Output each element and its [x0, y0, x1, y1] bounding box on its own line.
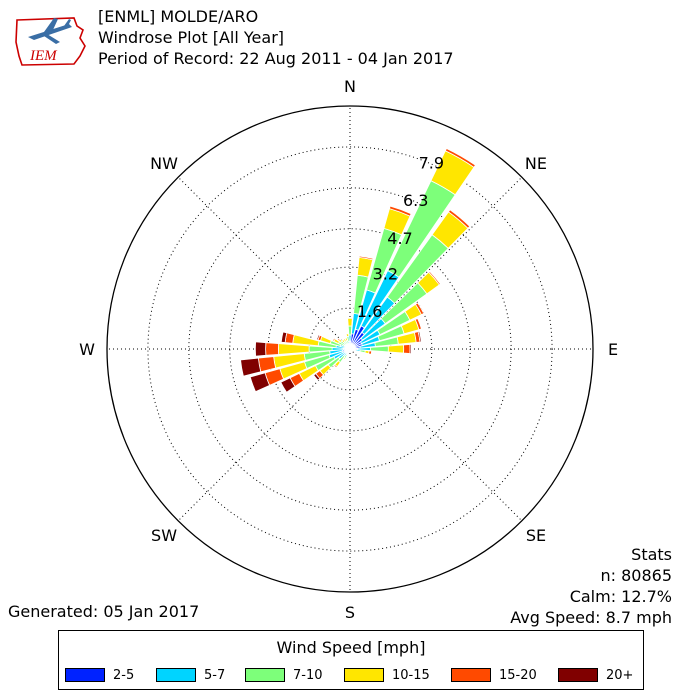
wedge-260-20+: [240, 357, 262, 377]
wedge-70-15-20: [414, 317, 422, 331]
wedge-50-15-20: [428, 270, 441, 286]
wedge-10-10-15: [356, 256, 374, 278]
wedge-60-15-20: [414, 302, 425, 316]
legend-swatch: [245, 668, 285, 682]
wedge-350-10-15: [345, 333, 350, 338]
wedge-300-15-20: [332, 337, 336, 342]
radial-tick-label: 4.7: [387, 229, 412, 248]
wedge-100-7-10: [359, 349, 366, 354]
wedge-270-10-15: [277, 343, 310, 355]
legend-item-10-15: 10-15: [344, 667, 430, 683]
generated-date: Generated: 05 Jan 2017: [8, 602, 200, 621]
legend-item-7-10: 7-10: [245, 667, 323, 683]
wedge-10-15-20: [358, 255, 374, 261]
legend-item-20+: 20+: [558, 667, 633, 683]
wedge-90-7-10: [369, 345, 389, 353]
radial-tick-label: 3.2: [373, 264, 398, 283]
airplane-icon: [28, 18, 72, 44]
wedge-250-20+: [249, 372, 271, 393]
wedge-30-15-20: [444, 147, 476, 168]
legend-label: 5-7: [204, 667, 226, 683]
legend-swatch: [344, 668, 384, 682]
legend-label: 10-15: [392, 667, 430, 683]
compass-label-W: W: [79, 340, 95, 359]
stats-avg-speed: Avg Speed: 8.7 mph: [510, 608, 672, 627]
stats-box: Stats n: 80865 Calm: 12.7% Avg Speed: 8.…: [510, 544, 672, 628]
wedge-40-15-20: [447, 209, 471, 229]
wedge-110-5-7: [351, 349, 355, 352]
radial-tick-label: 1.6: [357, 302, 382, 321]
legend-swatch: [156, 668, 196, 682]
wedge-270-20+: [254, 341, 267, 357]
windrose-chart: 1.6 3.2 4.7 6.3 7.9 N NE E SE S SW W NW: [79, 77, 618, 622]
wedge-20-15-20: [388, 205, 412, 217]
wedge-230-20+: [313, 373, 321, 381]
wedge-80-20+: [417, 330, 422, 343]
legend: Wind Speed [mph] 2-5 5-7 7-10 10-15 15-20 20+: [58, 630, 644, 690]
station-title: [ENML] MOLDE/ARO: [98, 7, 259, 26]
legend-label: 2-5: [113, 667, 135, 683]
grid-ring: [188, 187, 512, 511]
radial-tick-label: 6.3: [403, 191, 428, 210]
radial-tick-label: 7.9: [419, 153, 444, 172]
wedge-240-20+: [280, 377, 296, 393]
legend-swatch: [65, 668, 105, 682]
compass-label-NE: NE: [525, 154, 547, 173]
compass-label-NW: NW: [150, 154, 178, 173]
legend-items: 2-5 5-7 7-10 10-15 15-20 20+: [65, 667, 637, 683]
wedge-260-15-20: [257, 356, 277, 373]
compass-label-E: E: [608, 340, 618, 359]
stats-calm: Calm: 12.7%: [569, 587, 672, 606]
logo-text: IEM: [29, 48, 58, 64]
wedge-310-15-20: [336, 337, 341, 342]
wedge-290-20+: [316, 334, 321, 341]
wedge-90-20+: [409, 343, 412, 355]
wedge-280-10-15: [292, 334, 320, 347]
legend-label: 7-10: [293, 667, 323, 683]
legend-label: 15-20: [499, 667, 537, 683]
legend-swatch: [558, 668, 598, 682]
grid-spoke: [177, 176, 351, 350]
wedge-100-5-7: [354, 349, 361, 353]
wedge-220-15-20: [333, 363, 338, 369]
legend-label: 20+: [606, 667, 634, 683]
compass-label-N: N: [344, 77, 356, 96]
compass-label-SE: SE: [526, 526, 546, 545]
wedge-280-20+: [280, 331, 288, 343]
period-of-record: Period of Record: 22 Aug 2011 - 04 Jan 2…: [98, 49, 454, 68]
plot-title: Windrose Plot [All Year]: [98, 28, 285, 47]
grid-spoke: [349, 348, 523, 522]
wedge-270-15-20: [265, 342, 280, 356]
grid-spoke: [177, 348, 351, 522]
header: [ENML] MOLDE/ARO Windrose Plot [All Year…: [98, 6, 454, 69]
compass-label-SW: SW: [151, 526, 177, 545]
grid-spoke: [349, 176, 523, 350]
compass-label-S: S: [345, 603, 355, 622]
legend-swatch: [451, 668, 491, 682]
wedge-90-10-15: [387, 344, 405, 354]
legend-item-5-7: 5-7: [156, 667, 225, 683]
legend-title: Wind Speed [mph]: [276, 638, 426, 657]
grid-ring: [147, 146, 553, 552]
iem-logo: IEM: [15, 17, 86, 66]
stats-count: n: 80865: [600, 566, 672, 585]
wedge-0-10-15: [347, 317, 353, 327]
legend-item-15-20: 15-20: [451, 667, 537, 683]
polar-frame: [106, 105, 594, 593]
wedge-90-15-20: [403, 344, 411, 354]
wedge-100-15-20: [368, 350, 373, 355]
stats-heading: Stats: [631, 545, 672, 564]
legend-item-2-5: 2-5: [65, 667, 134, 683]
